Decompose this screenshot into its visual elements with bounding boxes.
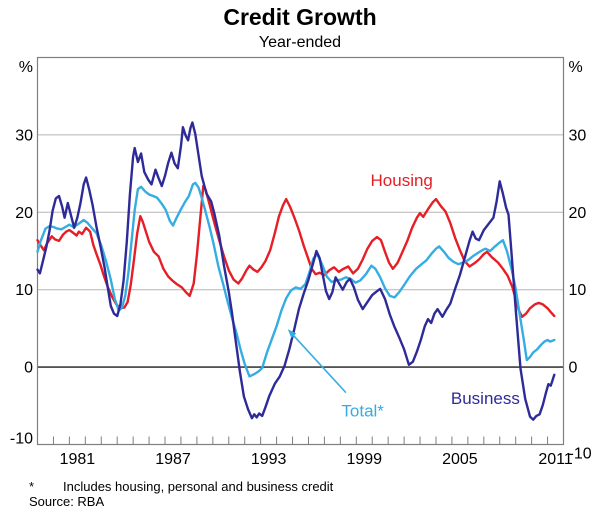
x-axis-label-1999: 1999 — [346, 451, 382, 468]
y-tick-label-right-20: 20 — [569, 205, 587, 222]
y-tick-label-right-0: 0 — [569, 360, 578, 377]
x-axis-label-1987: 1987 — [155, 451, 191, 468]
y-tick-label-left--10: -10 — [10, 431, 33, 448]
series-label-housing: Housing — [371, 171, 433, 190]
y-tick-label-right-10: 10 — [569, 282, 587, 299]
x-axis-label-1981: 1981 — [60, 451, 96, 468]
total-label-arrow — [293, 335, 347, 394]
y-tick-label-right--10: -10 — [569, 446, 592, 463]
series-label-total: Total* — [341, 401, 384, 420]
percent-label-right: % — [569, 59, 583, 76]
plot-frame — [36, 56, 565, 446]
chart-title: Credit Growth — [223, 4, 377, 30]
source-text: Source: RBA — [29, 494, 105, 509]
y-tick-label-left-20: 20 — [15, 205, 33, 222]
y-tick-label-left-0: 0 — [24, 360, 33, 377]
series-business-line — [36, 121, 556, 421]
x-axis-label-1993: 1993 — [251, 451, 287, 468]
footnote-text: Includes housing, personal and business … — [63, 479, 334, 494]
x-axis-label-2005: 2005 — [442, 451, 478, 468]
total-label-arrowhead — [287, 329, 297, 339]
y-tick-label-right-30: 30 — [569, 127, 587, 144]
chart-subtitle: Year-ended — [258, 34, 342, 51]
y-tick-label-left-30: 30 — [15, 127, 33, 144]
series-label-business: Business — [451, 389, 520, 408]
percent-label-left: % — [19, 59, 33, 76]
x-axis-label-2011: 2011 — [538, 451, 573, 468]
footnote-marker: * — [29, 479, 35, 494]
y-tick-label-left-10: 10 — [15, 282, 33, 299]
